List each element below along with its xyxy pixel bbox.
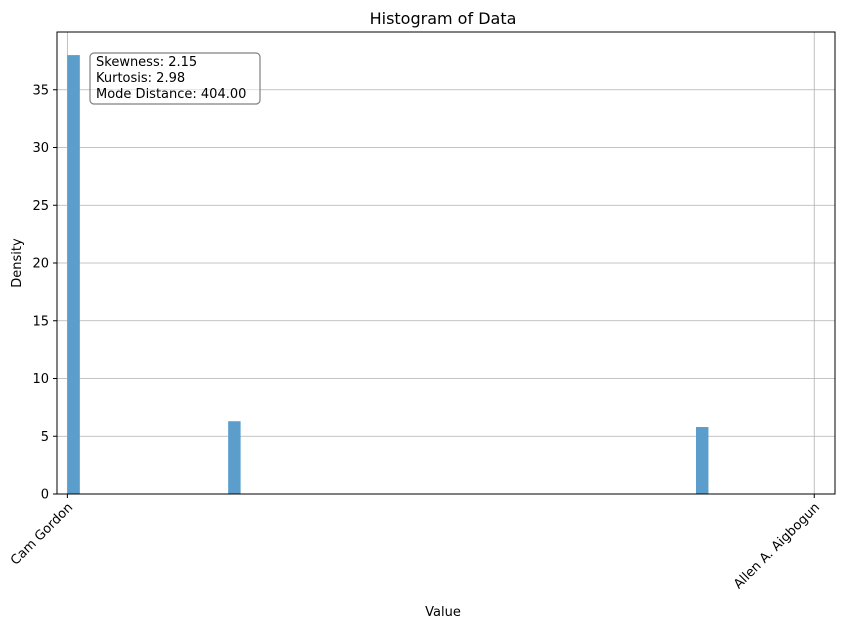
- stats-line-kurtosis: Kurtosis: 2.98: [96, 71, 185, 86]
- stats-line-mode-distance: Mode Distance: 404.00: [96, 87, 246, 102]
- y-tick-label: 15: [32, 314, 49, 329]
- x-tick-label: Cam Gordon: [8, 500, 76, 568]
- y-tick-label: 25: [32, 199, 49, 214]
- y-tick-label: 0: [41, 488, 49, 503]
- x-tick-label: Allen A. Aigbogun: [731, 500, 823, 592]
- bars-layer: [67, 55, 709, 494]
- y-axis: 0 5 10 15 20 25 30 35: [32, 83, 57, 503]
- x-axis-title: Value: [425, 605, 461, 620]
- grid-layer: [57, 32, 835, 495]
- y-tick-label: 20: [32, 257, 49, 272]
- y-tick-label: 30: [32, 141, 49, 156]
- y-axis-title: Density: [10, 238, 25, 288]
- histogram-bar: [67, 55, 80, 494]
- stats-annotation: Skewness: 2.15 Kurtosis: 2.98 Mode Dista…: [89, 52, 261, 105]
- y-tick-label: 5: [41, 430, 49, 445]
- y-tick-label: 10: [32, 372, 49, 387]
- stats-line-skewness: Skewness: 2.15: [96, 55, 197, 70]
- histogram-bar: [228, 421, 241, 494]
- chart-title: Histogram of Data: [370, 9, 517, 28]
- x-axis: Cam Gordon Allen A. Aigbogun: [8, 494, 823, 592]
- stats-box: [89, 52, 261, 105]
- histogram-bar: [695, 427, 709, 494]
- y-tick-label: 35: [32, 83, 49, 98]
